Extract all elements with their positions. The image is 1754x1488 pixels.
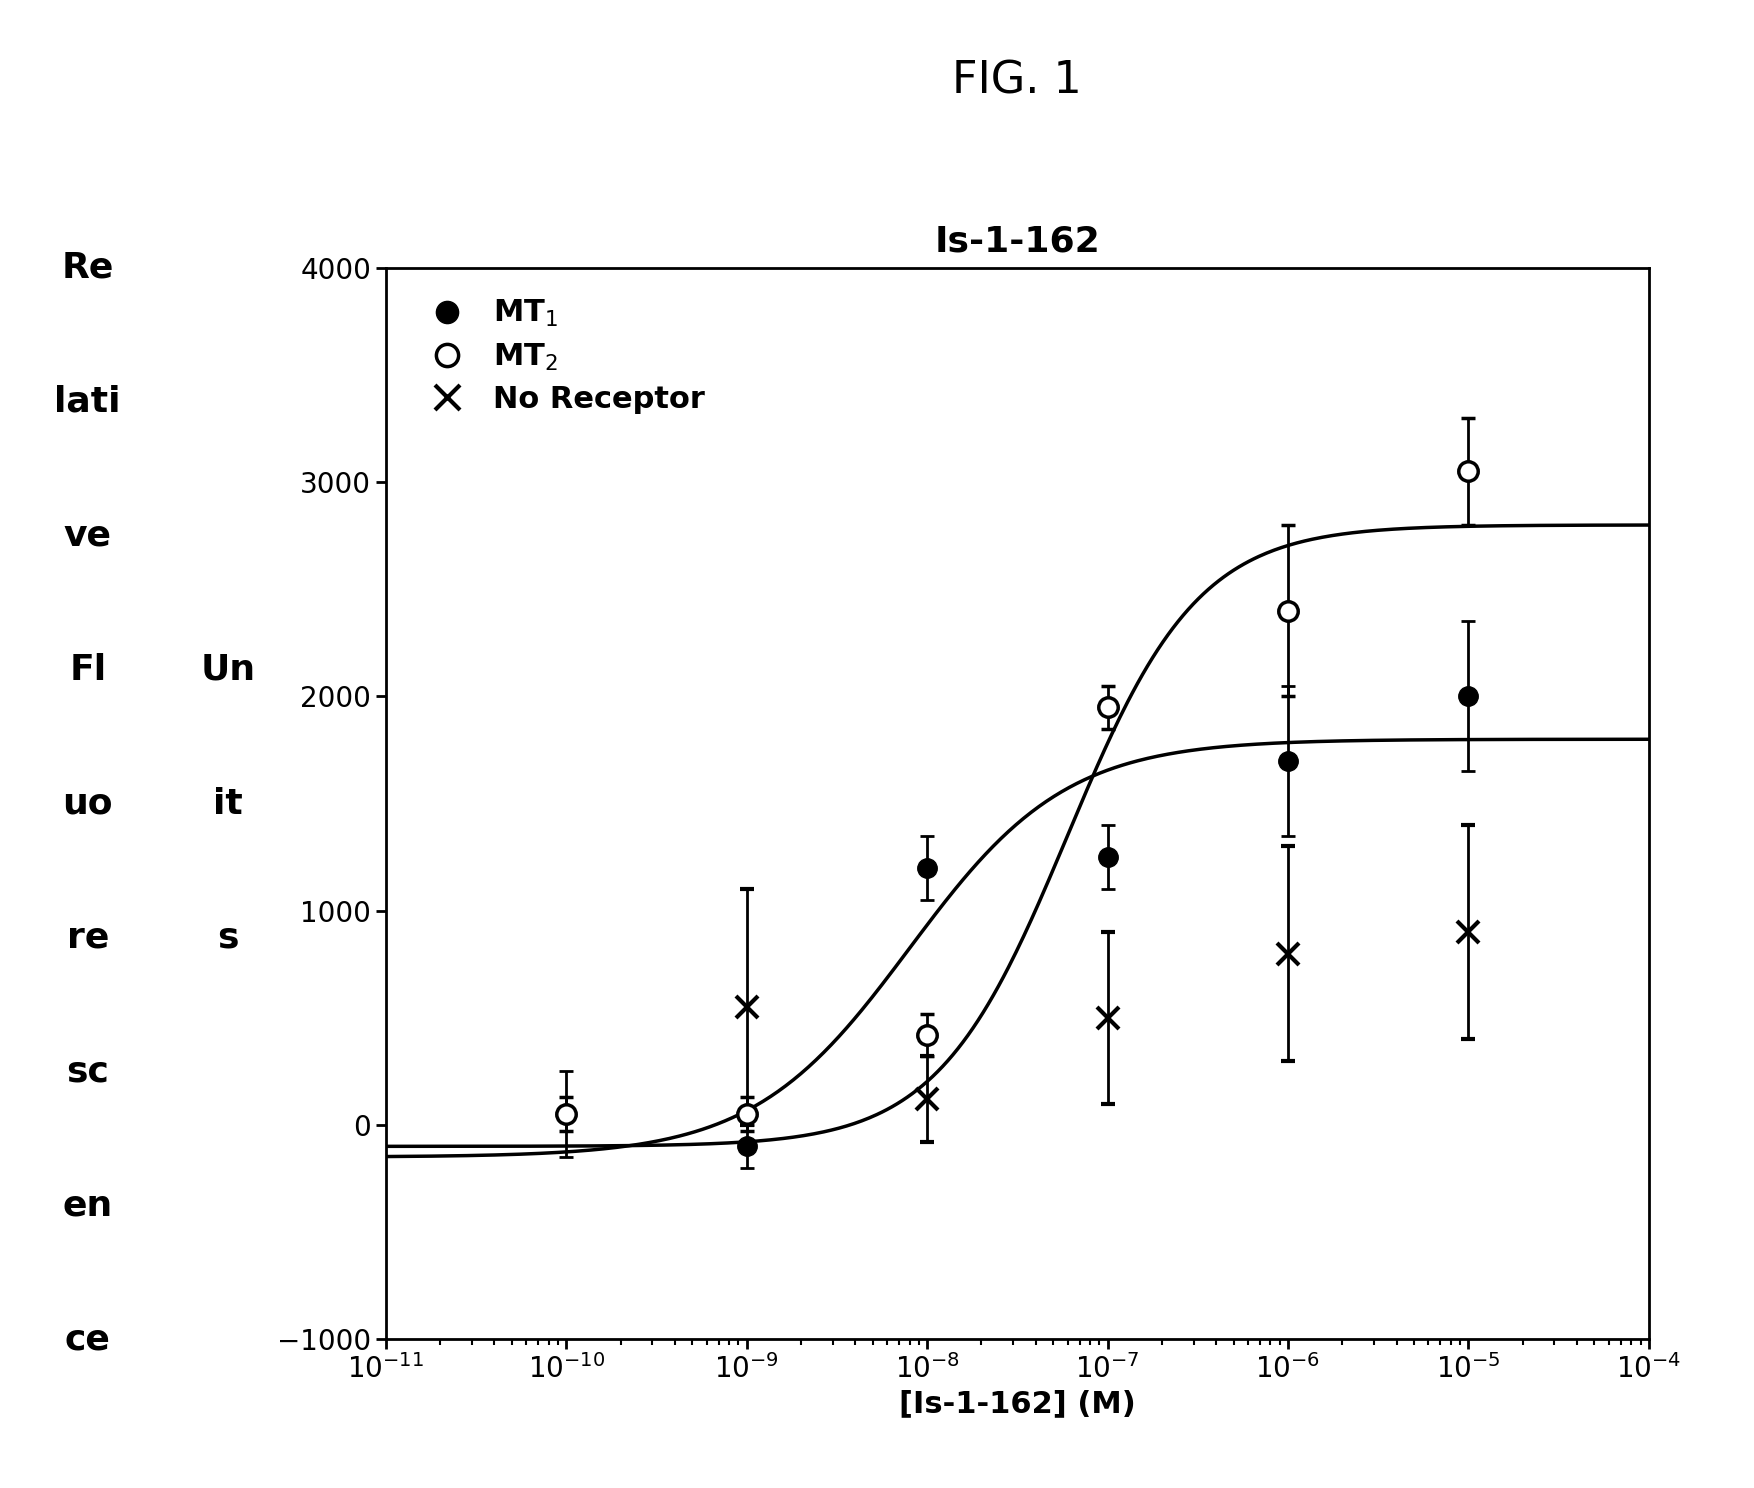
Text: s: s bbox=[217, 921, 239, 954]
Title: Is-1-162: Is-1-162 bbox=[935, 225, 1100, 259]
Text: re: re bbox=[67, 921, 109, 954]
Legend: MT$_1$, MT$_2$, No Receptor: MT$_1$, MT$_2$, No Receptor bbox=[402, 283, 719, 430]
Text: ce: ce bbox=[65, 1323, 111, 1356]
Text: Fl: Fl bbox=[68, 653, 107, 686]
Text: uo: uo bbox=[63, 787, 112, 820]
Text: Re: Re bbox=[61, 251, 114, 284]
Text: Un: Un bbox=[200, 653, 256, 686]
Text: sc: sc bbox=[67, 1055, 109, 1088]
Text: FIG. 1: FIG. 1 bbox=[952, 60, 1082, 103]
Text: it: it bbox=[214, 787, 242, 820]
Text: lati: lati bbox=[54, 385, 121, 418]
Text: en: en bbox=[63, 1189, 112, 1222]
Text: ve: ve bbox=[63, 519, 112, 552]
X-axis label: [Is-1-162] (M): [Is-1-162] (M) bbox=[900, 1390, 1135, 1418]
